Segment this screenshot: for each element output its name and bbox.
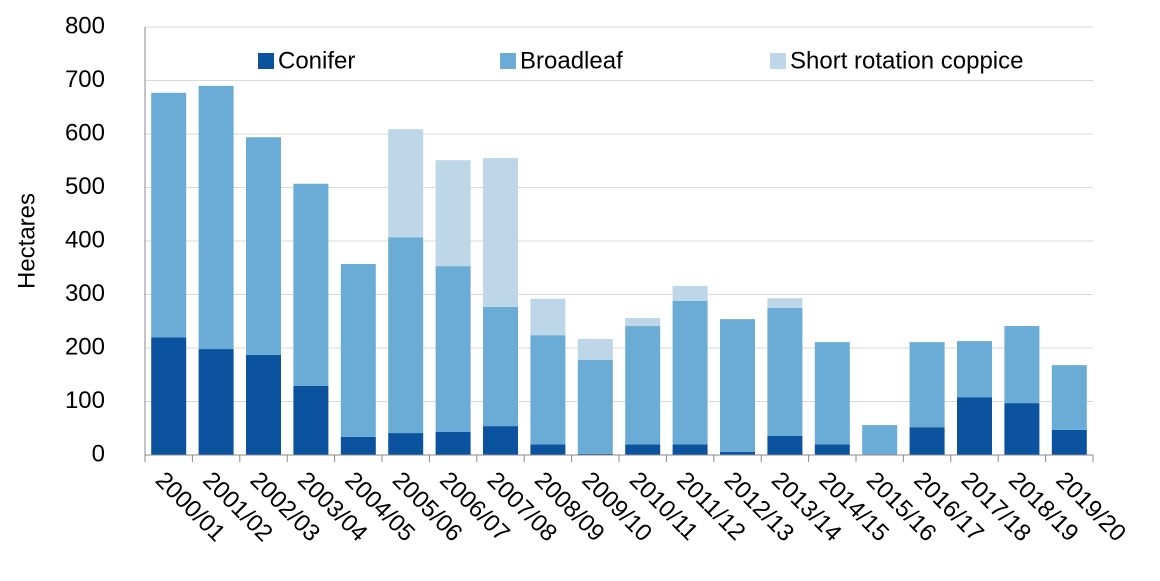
legend-label: Conifer <box>278 47 355 74</box>
legend-label: Short rotation coppice <box>790 47 1023 74</box>
legend-swatch <box>500 53 516 69</box>
bar-segment <box>530 444 566 455</box>
bar-segment <box>435 431 471 455</box>
y-tick-label: 200 <box>65 333 105 360</box>
bar-segment <box>577 338 613 360</box>
y-tick-label: 0 <box>92 440 105 467</box>
y-tick-label: 400 <box>65 226 105 253</box>
bar-segment <box>767 435 803 455</box>
y-axis-label: Hectares <box>13 193 40 289</box>
legend-swatch <box>770 53 786 69</box>
bar-segment <box>625 318 661 327</box>
bar-segment <box>625 326 661 445</box>
bar-segment <box>814 444 850 455</box>
y-tick-label: 500 <box>65 173 105 200</box>
bar-segment <box>767 298 803 308</box>
bar-segment <box>340 264 376 437</box>
bar-segment <box>483 306 518 427</box>
bar-segment <box>720 319 755 452</box>
bar-segment <box>1004 326 1040 404</box>
bar-segment <box>151 337 187 455</box>
bar-segment <box>530 298 566 336</box>
bar-segment <box>625 444 661 455</box>
bar-segment <box>577 359 613 454</box>
legend-swatch <box>258 53 274 69</box>
y-tick-label: 800 <box>65 12 105 39</box>
bar-segment <box>577 453 613 455</box>
bar-segment <box>293 183 329 386</box>
y-tick-label: 300 <box>65 280 105 307</box>
bar-segment <box>530 335 566 445</box>
bar-segment <box>246 354 281 455</box>
bar-segment <box>672 300 708 445</box>
legend-label: Broadleaf <box>520 47 623 74</box>
bar-segment <box>388 433 424 455</box>
y-tick-label: 600 <box>65 119 105 146</box>
bar-segment <box>909 342 945 428</box>
y-tick-label: 100 <box>65 387 105 414</box>
bar-segment <box>388 237 424 434</box>
bar-segment <box>340 436 376 455</box>
bar-segment <box>388 129 424 238</box>
bar-segment <box>1004 403 1040 455</box>
bar-segment <box>814 342 850 445</box>
bar-segment <box>957 341 992 398</box>
bar-segment <box>957 397 992 455</box>
bar-segment <box>483 426 518 455</box>
bar-segment <box>435 266 471 432</box>
bar-segment <box>909 427 945 455</box>
y-tick-label: 700 <box>65 66 105 93</box>
bar-segment <box>435 160 471 267</box>
bar-segment <box>198 349 234 455</box>
bar-segment <box>1051 365 1087 430</box>
bar-segment <box>672 285 708 301</box>
bar-segment <box>672 444 708 455</box>
bar-segment <box>293 385 329 455</box>
bar-segment <box>246 137 281 355</box>
bar-segment <box>1051 429 1087 455</box>
bar-segment <box>198 85 234 350</box>
bar-segment <box>720 451 755 455</box>
bar-segment <box>151 92 187 338</box>
bar-segment <box>483 158 518 307</box>
bar-segment <box>767 307 803 436</box>
bar-segment <box>862 425 898 455</box>
